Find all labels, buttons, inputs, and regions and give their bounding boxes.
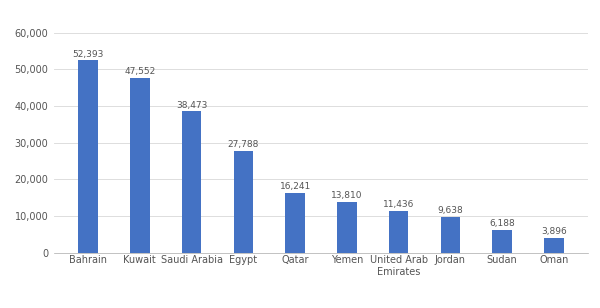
Text: 11,436: 11,436 (383, 200, 415, 209)
Text: 6,188: 6,188 (489, 219, 515, 228)
Text: 47,552: 47,552 (124, 67, 155, 76)
Bar (544, 238, 564, 253)
Text: 3,896: 3,896 (541, 227, 567, 237)
Bar (389, 211, 409, 253)
Bar (233, 151, 253, 253)
Bar (78, 60, 98, 253)
Text: 38,473: 38,473 (176, 101, 208, 110)
Bar (285, 193, 305, 253)
Bar (182, 111, 202, 253)
Text: 9,638: 9,638 (437, 206, 463, 215)
Text: 13,810: 13,810 (331, 191, 362, 200)
Bar (130, 78, 149, 253)
Bar (440, 217, 460, 253)
Text: 16,241: 16,241 (280, 182, 311, 191)
Bar (337, 202, 357, 253)
Text: 52,393: 52,393 (73, 50, 104, 59)
Text: 27,788: 27,788 (227, 140, 259, 149)
Bar (493, 230, 512, 253)
